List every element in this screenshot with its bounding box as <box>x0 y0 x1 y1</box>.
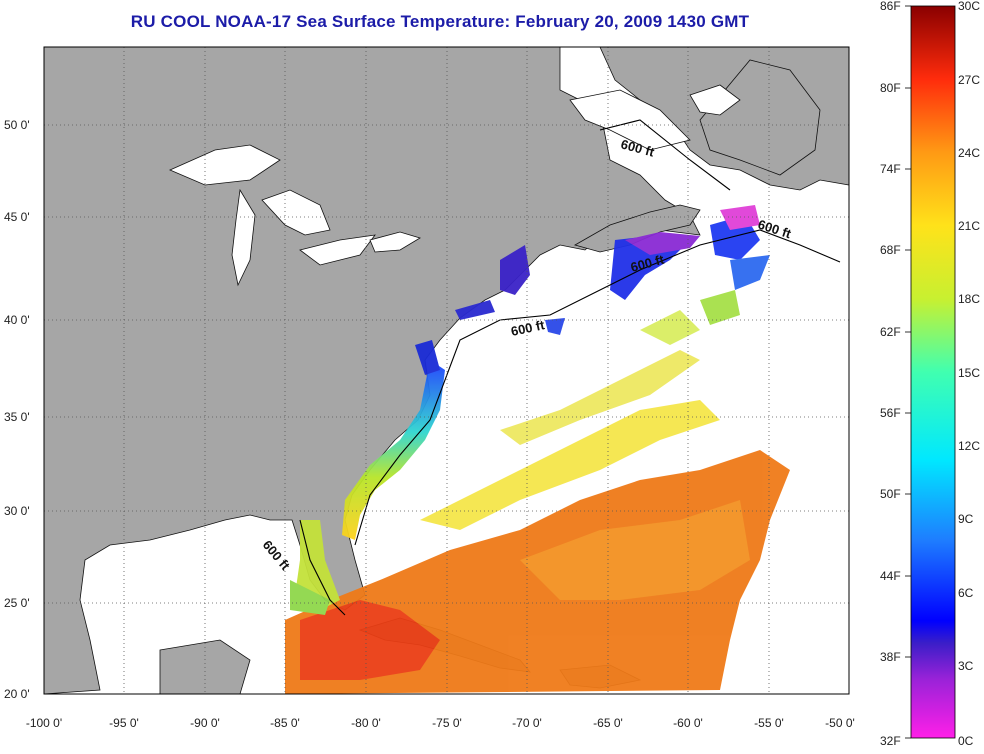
lon-tick-label: -90 0' <box>190 716 220 730</box>
lat-tick-label: 50 0' <box>4 118 30 132</box>
lat-tick-label: 20 0' <box>4 687 30 701</box>
inland-water <box>169 84 741 287</box>
lat-tick-label: 30 0' <box>4 504 30 518</box>
celsius-label: 18C <box>958 292 980 306</box>
fahrenheit-label: 86F <box>880 0 901 13</box>
lat-tick-labels: 50 0' 45 0' 40 0' 35 0' 30 0' 25 0' 20 0… <box>4 118 30 701</box>
fahrenheit-label: 62F <box>880 325 901 339</box>
celsius-label: 9C <box>958 512 974 526</box>
map-title: RU COOL NOAA-17 Sea Surface Temperature:… <box>130 12 750 31</box>
fahrenheit-label: 68F <box>880 243 901 257</box>
lat-tick-label: 40 0' <box>4 313 30 327</box>
colorbar-gradient <box>910 5 956 739</box>
lon-tick-label: -95 0' <box>109 716 139 730</box>
fahrenheit-label: 50F <box>880 487 901 501</box>
celsius-label: 0C <box>958 734 974 748</box>
celsius-labels: 30C 27C 24C 21C 18C 15C 12C 9C 6C 3C 0C <box>958 0 980 748</box>
lat-tick-label: 25 0' <box>4 596 30 610</box>
lon-tick-label: -80 0' <box>351 716 381 730</box>
lon-tick-label: -70 0' <box>512 716 542 730</box>
lat-tick-label: 45 0' <box>4 210 30 224</box>
sst-data <box>285 205 790 694</box>
fahrenheit-label: 38F <box>880 650 901 664</box>
fahrenheit-labels: 86F 80F 74F 68F 62F 56F 50F 44F 38F 32F <box>880 0 901 748</box>
lon-tick-label: -75 0' <box>432 716 462 730</box>
celsius-label: 21C <box>958 219 980 233</box>
fahrenheit-label: 32F <box>880 734 901 748</box>
fahrenheit-label: 44F <box>880 569 901 583</box>
lon-tick-label: -55 0' <box>754 716 784 730</box>
celsius-label: 24C <box>958 146 980 160</box>
celsius-label: 15C <box>958 366 980 380</box>
lon-tick-labels: -100 0' -95 0' -90 0' -85 0' -80 0' -75 … <box>26 716 855 730</box>
fahrenheit-label: 80F <box>880 81 901 95</box>
celsius-label: 12C <box>958 439 980 453</box>
lat-tick-label: 35 0' <box>4 410 30 424</box>
lon-tick-label: -60 0' <box>673 716 703 730</box>
celsius-label: 27C <box>958 73 980 87</box>
isobath-label: 600 ft <box>510 317 547 339</box>
lon-tick-label: -50 0' <box>825 716 855 730</box>
celsius-label: 6C <box>958 586 974 600</box>
sst-map: 600 ft 600 ft 600 ft 600 ft 600 ft 50 0'… <box>4 46 855 730</box>
celsius-label: 3C <box>958 659 974 673</box>
fahrenheit-label: 56F <box>880 406 901 420</box>
lon-tick-label: -65 0' <box>593 716 623 730</box>
lon-tick-label: -85 0' <box>270 716 300 730</box>
celsius-label: 30C <box>958 0 980 13</box>
lon-tick-label: -100 0' <box>26 716 62 730</box>
fahrenheit-label: 74F <box>880 162 901 176</box>
